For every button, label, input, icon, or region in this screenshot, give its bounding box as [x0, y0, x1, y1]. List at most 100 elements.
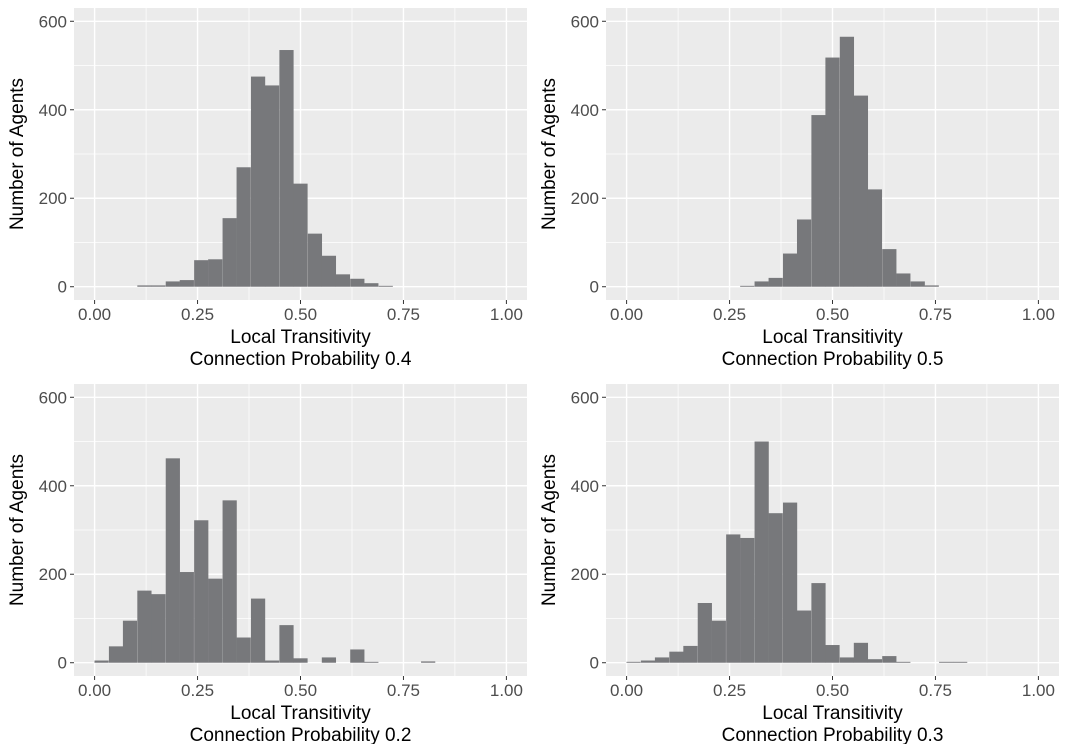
- x-axis-subtitle: Connection Probability 0.2: [190, 725, 412, 744]
- x-tick-label: 0.75: [387, 681, 420, 700]
- histogram-bar: [236, 167, 251, 287]
- y-axis-title: Number of Agents: [539, 78, 560, 230]
- y-tick-label: 0: [58, 278, 67, 297]
- x-axis-title: Local Transitivity: [230, 703, 371, 724]
- y-tick-label: 200: [571, 565, 599, 584]
- histogram-bar: [250, 76, 266, 287]
- histogram-bar: [165, 458, 180, 663]
- x-tick-label: 0.00: [78, 305, 111, 324]
- x-axis-title: Local Transitivity: [762, 703, 903, 724]
- histogram-bar: [796, 610, 812, 663]
- x-axis-title: Local Transitivity: [762, 327, 903, 348]
- histogram-bar: [137, 285, 152, 287]
- histogram-bar: [122, 620, 138, 663]
- x-tick-label: 1.00: [1022, 681, 1055, 700]
- histogram-bar: [825, 645, 840, 663]
- histogram-bar: [867, 189, 883, 287]
- histogram-bar: [179, 280, 194, 287]
- x-tick-label: 0.00: [78, 681, 111, 700]
- histogram-bar: [811, 115, 826, 287]
- histogram-bar: [654, 657, 670, 663]
- histogram-bar: [364, 283, 379, 287]
- y-tick-label: 600: [39, 12, 67, 31]
- histogram-bar: [782, 253, 798, 287]
- y-tick-label: 600: [571, 12, 599, 31]
- histogram-bar: [421, 661, 436, 663]
- histogram-bar: [626, 661, 641, 663]
- histogram-bar: [165, 281, 180, 287]
- x-tick-label: 0.50: [816, 305, 849, 324]
- y-tick-label: 400: [39, 477, 67, 496]
- histogram-bar: [910, 281, 925, 287]
- histogram-bar: [882, 249, 897, 287]
- histogram-bar: [711, 620, 726, 663]
- histogram-bar: [740, 537, 755, 663]
- y-axis-title: Number of Agents: [7, 78, 28, 230]
- histogram-bar: [222, 500, 237, 663]
- y-tick-label: 200: [39, 565, 67, 584]
- chart-panel-2: 0.00 0.25 0.50 0.75 1.00 0 200 400 600 Local Tran…: [539, 8, 1059, 370]
- histogram-bar: [867, 659, 883, 663]
- histogram-bar: [208, 578, 223, 663]
- y-axis-title: Number of Agents: [539, 454, 560, 606]
- histogram-bar: [754, 281, 769, 287]
- histogram-bar: [350, 278, 365, 287]
- y-tick-label: 400: [571, 477, 599, 496]
- x-tick-label: 0.50: [284, 305, 317, 324]
- histogram-bar: [924, 285, 939, 287]
- histogram-bar: [853, 642, 869, 663]
- histogram-bar: [335, 274, 351, 287]
- histogram-bar: [307, 233, 323, 287]
- x-axis-subtitle: Connection Probability 0.3: [722, 725, 944, 744]
- y-tick-label: 0: [590, 278, 599, 297]
- histogram-bar: [194, 520, 209, 663]
- chart-panel-3: 0.00 0.25 0.50 0.75 1.00 0 200 400 600 Local Tran…: [7, 384, 527, 744]
- histogram-bar: [768, 513, 783, 663]
- histogram-bar: [740, 285, 755, 287]
- y-tick-label: 0: [58, 654, 67, 673]
- histogram-bar: [782, 502, 798, 663]
- histogram-bar: [264, 660, 280, 663]
- histogram-bar: [378, 285, 393, 287]
- histogram-bar: [811, 583, 826, 663]
- histogram-bar: [669, 651, 684, 663]
- histogram-bar: [364, 661, 379, 663]
- y-tick-label: 200: [39, 189, 67, 208]
- x-axis-subtitle: Connection Probability 0.5: [722, 349, 944, 370]
- x-tick-label: 0.50: [284, 681, 317, 700]
- x-tick-label: 0.00: [610, 305, 643, 324]
- histogram-bar: [839, 657, 855, 663]
- histogram-bar: [279, 50, 294, 287]
- histogram-bar: [697, 603, 712, 663]
- y-tick-label: 600: [571, 388, 599, 407]
- histogram-bar: [726, 534, 741, 663]
- x-tick-label: 0.50: [816, 681, 849, 700]
- y-tick-label: 600: [39, 388, 67, 407]
- histogram-bar: [754, 441, 769, 663]
- x-tick-label: 0.25: [181, 681, 214, 700]
- histogram-bar: [194, 260, 209, 287]
- histogram-bar: [208, 259, 223, 287]
- histogram-bar: [236, 637, 251, 663]
- histogram-bar: [825, 57, 840, 287]
- histogram-bar: [279, 625, 294, 663]
- x-tick-label: 0.00: [610, 681, 643, 700]
- y-tick-label: 200: [571, 189, 599, 208]
- x-tick-label: 0.75: [919, 681, 952, 700]
- histogram-bar: [137, 590, 152, 663]
- x-tick-label: 0.25: [713, 305, 746, 324]
- histogram-bar: [293, 658, 308, 663]
- y-tick-label: 400: [39, 101, 67, 120]
- histogram-bar: [293, 183, 308, 287]
- y-axis-title: Number of Agents: [7, 454, 28, 606]
- histogram-bar: [896, 273, 911, 287]
- histogram-bar: [839, 36, 855, 287]
- x-tick-label: 0.75: [387, 305, 420, 324]
- histogram-bar: [151, 594, 166, 663]
- x-axis-subtitle: Connection Probability 0.4: [190, 349, 412, 370]
- x-tick-label: 0.75: [919, 305, 952, 324]
- histogram-bar: [896, 661, 911, 663]
- histogram-bar: [853, 95, 869, 287]
- y-tick-label: 400: [571, 101, 599, 120]
- histogram-bar: [321, 657, 337, 663]
